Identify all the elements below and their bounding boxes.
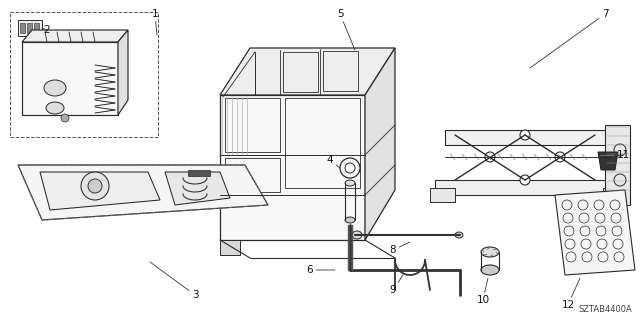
Polygon shape <box>188 170 210 176</box>
Bar <box>20 23 25 33</box>
Polygon shape <box>605 125 630 205</box>
Text: 10: 10 <box>476 278 490 305</box>
Polygon shape <box>220 240 240 255</box>
Bar <box>225 98 280 152</box>
Bar <box>283 52 318 92</box>
Bar <box>285 98 360 188</box>
Ellipse shape <box>345 217 355 223</box>
Text: 4: 4 <box>326 155 340 168</box>
Polygon shape <box>555 190 635 275</box>
Bar <box>323 51 358 91</box>
Text: 2: 2 <box>42 25 51 35</box>
Circle shape <box>88 179 102 193</box>
Circle shape <box>61 114 69 122</box>
Text: 1: 1 <box>152 9 158 35</box>
Polygon shape <box>18 20 42 36</box>
Polygon shape <box>18 165 268 220</box>
Polygon shape <box>220 95 365 240</box>
Bar <box>225 158 280 192</box>
Circle shape <box>485 152 495 162</box>
Text: 3: 3 <box>150 262 198 300</box>
Polygon shape <box>118 30 128 115</box>
Ellipse shape <box>352 231 362 239</box>
Polygon shape <box>603 188 627 202</box>
Text: SZTAB4400A: SZTAB4400A <box>579 305 632 314</box>
Polygon shape <box>165 172 230 205</box>
Circle shape <box>520 175 530 185</box>
Ellipse shape <box>481 247 499 257</box>
Ellipse shape <box>481 265 499 275</box>
Ellipse shape <box>455 232 463 238</box>
Text: 5: 5 <box>337 9 355 50</box>
Text: 7: 7 <box>530 9 608 68</box>
Circle shape <box>520 130 530 140</box>
Bar <box>10 12 158 137</box>
Bar <box>34 23 39 33</box>
Ellipse shape <box>44 80 66 96</box>
Polygon shape <box>22 30 128 42</box>
Ellipse shape <box>46 102 64 114</box>
Polygon shape <box>445 130 610 145</box>
Polygon shape <box>40 172 160 210</box>
Polygon shape <box>435 180 620 195</box>
Ellipse shape <box>345 180 355 186</box>
Text: 11: 11 <box>615 150 630 160</box>
Text: 12: 12 <box>561 278 580 310</box>
Text: 9: 9 <box>390 275 403 295</box>
Bar <box>27 23 32 33</box>
Text: 6: 6 <box>307 265 335 275</box>
Text: 8: 8 <box>390 242 410 255</box>
Circle shape <box>81 172 109 200</box>
Circle shape <box>32 35 38 41</box>
Polygon shape <box>220 48 395 95</box>
Polygon shape <box>430 188 455 202</box>
Polygon shape <box>598 152 618 170</box>
Polygon shape <box>365 48 395 240</box>
Circle shape <box>555 152 565 162</box>
Polygon shape <box>22 42 118 115</box>
